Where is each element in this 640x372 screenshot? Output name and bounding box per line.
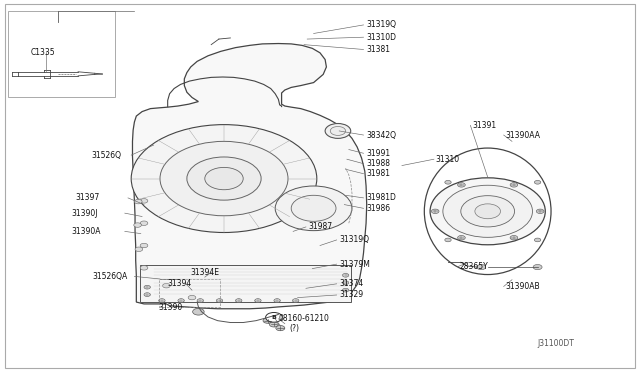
Circle shape [163,283,170,288]
Text: 31390AB: 31390AB [506,282,540,291]
Circle shape [276,326,285,331]
Circle shape [178,299,184,302]
Circle shape [431,209,439,214]
Text: 31374: 31374 [339,279,364,288]
Circle shape [291,195,336,221]
Circle shape [533,264,542,270]
Text: 31981: 31981 [366,169,390,178]
Circle shape [160,141,288,216]
Circle shape [477,264,486,270]
Circle shape [534,238,541,242]
Text: 31310D: 31310D [366,33,396,42]
Text: 31310: 31310 [435,155,460,164]
Circle shape [216,299,223,302]
Text: J31100DT: J31100DT [538,339,575,348]
Text: 31991: 31991 [366,149,390,158]
Bar [8,11,115,97]
Text: 31390J: 31390J [72,209,98,218]
Circle shape [266,312,282,322]
Circle shape [187,157,261,200]
Circle shape [275,186,352,231]
Text: 31987: 31987 [308,222,333,231]
Circle shape [140,243,148,248]
Circle shape [443,185,532,237]
Circle shape [135,247,143,251]
Text: 31391: 31391 [472,121,497,130]
Circle shape [292,299,299,302]
Circle shape [263,318,272,323]
Polygon shape [132,44,367,309]
Text: 31394E: 31394E [191,268,220,277]
Text: 31988: 31988 [366,159,390,168]
Circle shape [255,299,261,302]
Bar [159,279,220,307]
Circle shape [140,199,148,203]
Circle shape [458,183,465,187]
Circle shape [159,299,165,302]
Bar [140,265,351,302]
Text: 31394: 31394 [168,279,192,288]
Circle shape [510,183,518,187]
Circle shape [134,223,141,227]
Text: 31381: 31381 [366,45,390,54]
Text: 28365Y: 28365Y [460,262,488,271]
Circle shape [325,124,351,138]
Circle shape [134,199,142,204]
Text: C1335: C1335 [31,48,55,57]
Circle shape [458,235,465,240]
Text: 31319Q: 31319Q [366,20,396,29]
Circle shape [269,322,278,327]
Circle shape [140,266,148,270]
Circle shape [193,308,204,315]
Text: 31526Q: 31526Q [92,151,122,160]
Text: 31526QA: 31526QA [93,272,128,281]
Circle shape [445,180,451,184]
Text: 31397: 31397 [76,193,100,202]
Text: 08160-61210: 08160-61210 [278,314,329,323]
Circle shape [510,235,518,240]
Circle shape [140,221,148,225]
Circle shape [274,299,280,302]
Text: 38342Q: 38342Q [366,131,396,140]
Circle shape [536,209,544,214]
Text: 31981D: 31981D [366,193,396,202]
Circle shape [197,299,204,302]
Text: 31390A: 31390A [72,227,101,236]
Text: 31329: 31329 [339,291,364,299]
Circle shape [236,299,242,302]
Circle shape [475,204,500,219]
Text: 31319Q: 31319Q [339,235,369,244]
Circle shape [430,178,545,245]
Text: 31390: 31390 [159,303,183,312]
Circle shape [342,281,349,285]
Circle shape [330,126,346,135]
Circle shape [144,285,150,289]
Circle shape [342,273,349,277]
Circle shape [461,196,515,227]
Circle shape [131,125,317,232]
Circle shape [534,180,541,184]
Circle shape [342,288,349,292]
Circle shape [144,293,150,296]
Text: B: B [271,315,276,320]
Circle shape [188,295,196,300]
Circle shape [445,238,451,242]
Text: 31379M: 31379M [339,260,370,269]
Circle shape [205,167,243,190]
Text: 31986: 31986 [366,204,390,213]
Text: 31390AA: 31390AA [506,131,541,140]
Text: (?): (?) [289,324,300,333]
